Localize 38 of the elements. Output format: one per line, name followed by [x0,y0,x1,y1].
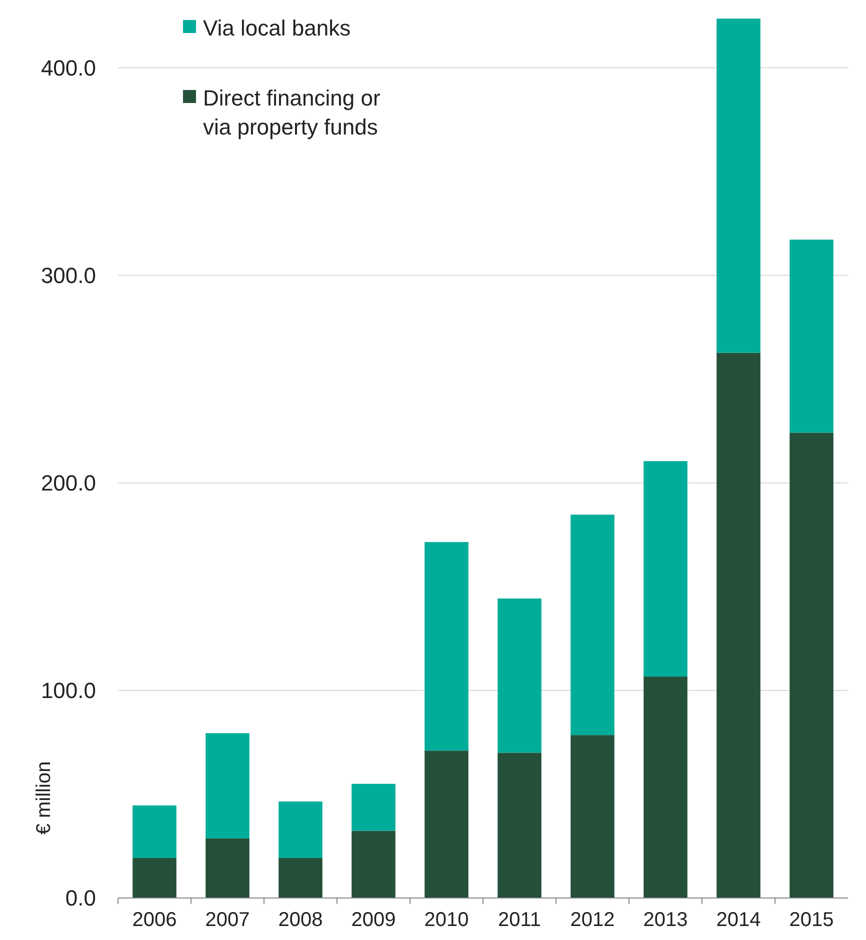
bar [132,805,176,858]
bar [570,514,614,736]
x-tick-label: 2010 [424,909,469,931]
x-tick-label: 2008 [278,909,323,931]
y-tick-label: 0.0 [65,886,96,911]
bar [644,676,688,898]
bar [424,542,468,751]
y-tick-label: 300.0 [40,263,96,288]
x-tick-label: 2015 [789,909,834,931]
bar [352,784,396,831]
legend-label: Via local banks [203,16,351,41]
x-tick-label: 2007 [205,909,250,931]
bar [644,461,688,677]
x-tick-label: 2006 [132,909,177,931]
y-axis-title: € million [33,761,55,835]
bar [790,240,834,433]
legend-label: Direct financing or via property funds [203,86,380,140]
bar [206,838,250,898]
y-tick-label: 400.0 [40,56,96,81]
bar [132,858,176,898]
bar [498,752,542,898]
bar [716,352,760,898]
x-tick-label: 2014 [716,909,761,931]
x-tick-label: 2011 [498,909,542,931]
bar [424,750,468,898]
x-tick-label: 2013 [643,909,688,931]
y-tick-label: 100.0 [40,678,96,704]
x-tick-label: 2009 [351,909,396,931]
bar [278,801,322,858]
y-tick-label: 200.0 [40,470,96,496]
bar [206,733,250,838]
bar [716,18,760,353]
bar [278,858,322,898]
bar [570,735,614,898]
x-tick-label: 2012 [570,909,615,931]
bar [498,598,542,753]
bar [790,432,834,898]
bar [352,830,396,898]
